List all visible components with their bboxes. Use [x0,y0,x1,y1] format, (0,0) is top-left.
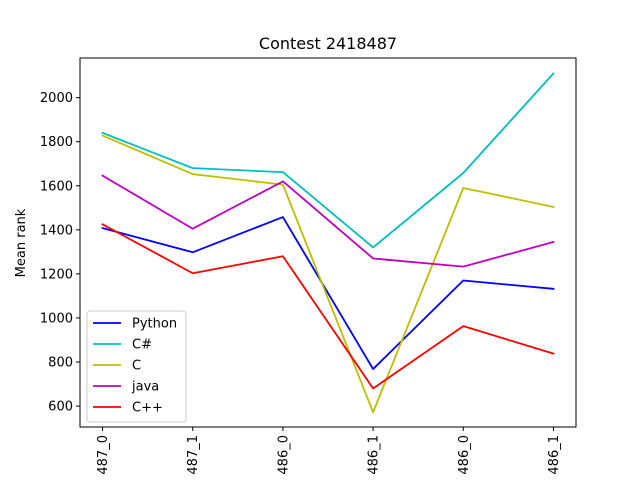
legend-label: C [132,359,141,374]
x-tick-label: 486_0 [276,435,291,475]
plot-area: 600 800 1000 1200 1400 1600 1800 2000 487_0 487_1… [40,57,577,475]
y-tick-label: 600 [48,400,73,415]
y-tick-label: 2000 [40,91,73,106]
legend-label: Python [132,317,177,332]
series-line-cplusplus [101,223,555,390]
axes-frame [79,57,577,428]
y-tick-label: 800 [48,356,73,371]
y-tick-label: 1000 [40,311,73,326]
series-line-c [101,134,555,414]
y-tick-label: 1400 [40,223,73,238]
legend-box [86,310,187,423]
x-tick-label: 486_0 [457,435,472,475]
x-tick-label: 486_1 [547,435,562,475]
x-tick-label: 487_1 [186,435,201,475]
legend-label: java [131,380,159,395]
series-line-python [101,216,555,370]
y-tick-label: 1600 [40,179,73,194]
y-tick-label: 1200 [40,267,73,282]
y-axis-label: Mean rank [14,208,29,277]
legend-label: C# [132,338,152,353]
x-tick-label: 486_1 [367,435,382,475]
series-line-java [101,174,555,268]
y-tick-label: 1800 [40,135,73,150]
x-tick-label: 487_0 [96,435,111,475]
series-line-csharp [101,72,555,249]
chart-title: Contest 2418487 [259,34,397,53]
legend-label: C++ [132,401,163,416]
